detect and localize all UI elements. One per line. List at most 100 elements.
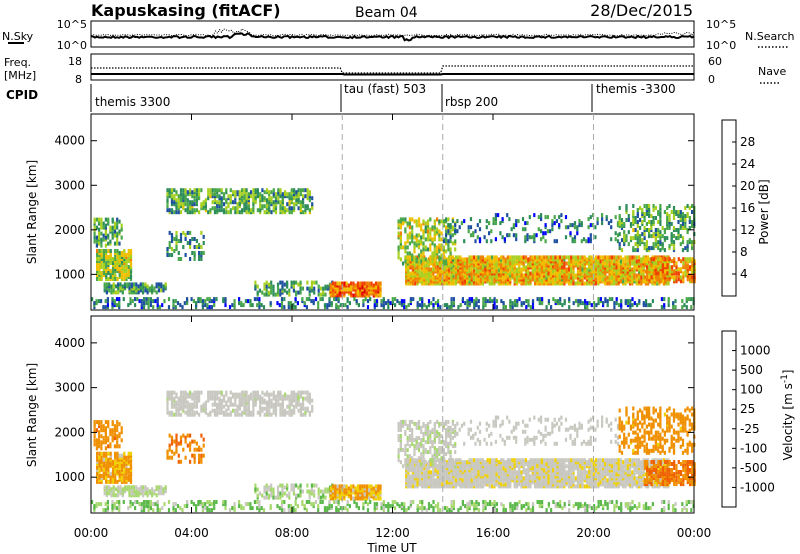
nsearch-tick-bottom: 10^0 [706,39,736,52]
power-cell [620,218,624,222]
power-cell [652,257,655,262]
power-cell [677,210,680,214]
velocity-cell [256,487,259,492]
power-cell [689,257,692,262]
velocity-cell [361,496,364,501]
power-cell [628,255,632,260]
power-cell [104,299,107,304]
velocity-cell [98,420,101,425]
velocity-cell [168,390,171,395]
velocity-cell [363,484,366,489]
power-cell [118,219,121,224]
power-cell [213,303,216,308]
velocity-cell [254,402,257,407]
power-cell [586,261,589,266]
power-cell [559,297,562,302]
power-cell [366,305,370,310]
power-cell [577,303,580,308]
y-tick-label: 2000 [54,223,85,237]
power-cell [440,231,443,236]
power-cell [182,192,185,197]
velocity-cell [177,396,180,401]
power-cell [618,242,621,247]
power-cell [608,263,611,268]
power-cell [114,290,118,295]
power-cell [644,281,647,286]
power-cell [128,286,131,291]
power-cell [513,259,516,264]
velocity-cell [198,394,201,399]
velocity-cell [98,434,101,439]
power-cell [218,208,221,213]
power-cell [531,305,535,310]
power-cell [675,279,678,284]
power-cell [427,303,431,308]
power-cell [572,301,575,306]
power-cell [594,235,597,240]
velocity-cell [250,392,253,397]
velocity-cell [241,390,244,395]
power-cell [207,192,210,197]
power-cell [346,297,349,302]
velocity-cell [195,390,198,395]
power-cell [299,188,302,193]
power-cell [686,212,689,216]
power-cell [576,269,580,274]
power-cell [409,261,412,266]
power-cell [534,255,537,260]
power-cell [691,210,694,214]
power-cell [265,188,269,193]
power-cell [245,204,248,209]
power-cell [601,213,604,218]
velocity-cell [256,396,259,401]
power-cell [193,208,196,213]
power-cell [234,190,237,195]
power-cell [547,299,550,304]
power-colorbar-tick-label: 20 [740,179,755,193]
power-cell [509,261,512,266]
freq-panel: Freq. [MHz] 18 8 60 0 Nave [4,53,786,86]
power-cell [585,239,588,244]
power-cell [610,279,613,284]
power-cell [545,255,548,260]
power-cell [448,261,451,266]
power-cell [529,261,532,266]
power-cell [409,255,412,260]
power-cell [518,263,521,268]
power-cell [538,297,541,302]
power-cell [280,301,284,306]
power-cell [143,305,146,310]
power-cell [303,301,306,306]
power-cell [103,282,106,287]
power-cell [586,281,589,286]
power-cell [317,305,320,310]
power-cell [567,225,570,230]
power-cell [404,259,407,264]
power-cell [654,206,657,210]
power-cell [626,255,629,260]
power-cell [587,217,590,222]
velocity-cell [116,434,119,439]
velocity-cell [265,390,269,395]
power-cell [245,192,248,197]
power-cell [216,200,219,205]
power-cell [256,208,259,213]
power-cell [261,290,264,295]
power-cell [102,249,105,253]
velocity-cell [118,432,121,437]
power-cell [643,212,646,216]
power-cell [636,224,639,228]
power-cell [554,277,557,282]
power-cell [417,223,421,228]
power-cell [556,299,559,304]
power-cell [538,267,541,272]
power-cell [635,255,638,260]
velocity-cell [218,390,221,395]
power-cell [524,255,528,260]
power-cell [508,217,511,222]
velocity-cell [102,424,105,429]
power-cell [238,210,241,215]
power-cell [305,305,308,310]
power-cell [324,284,327,289]
power-cell [587,225,590,230]
